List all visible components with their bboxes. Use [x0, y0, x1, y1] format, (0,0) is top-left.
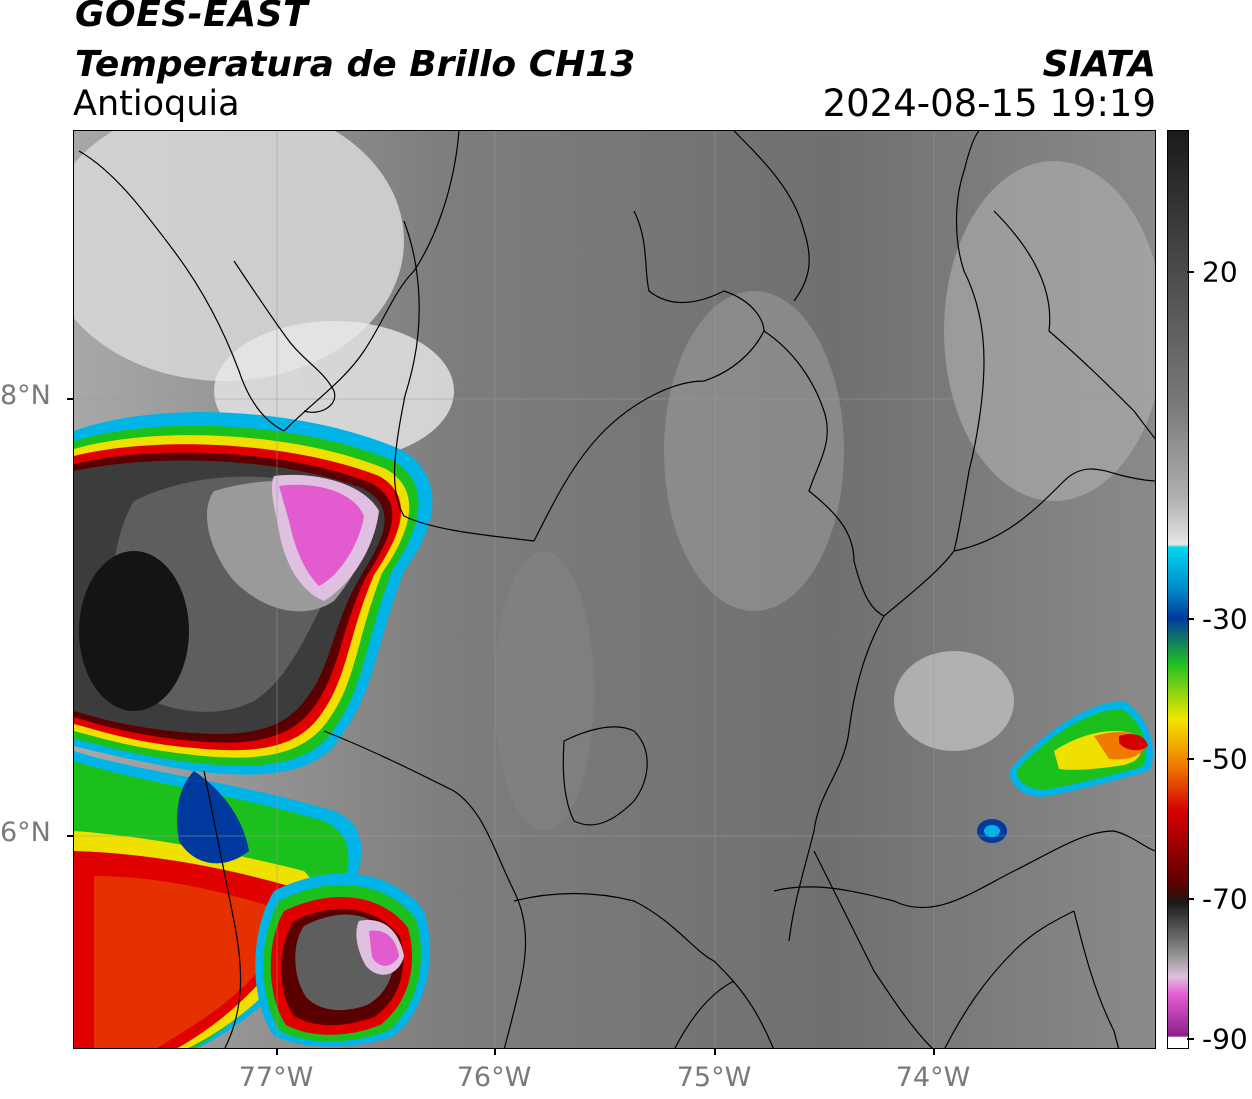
colorbar-label-neg90: -90 [1202, 1022, 1248, 1056]
colorbar [1167, 130, 1189, 1049]
agency-label: SIATA [1042, 44, 1156, 85]
lat-tick-6 [67, 835, 73, 837]
colorbar-label-neg70: -70 [1202, 882, 1248, 916]
lon-label-74w: 74°W [895, 1062, 971, 1093]
lon-label-76w: 76°W [456, 1062, 532, 1093]
lon-tick-74 [933, 1049, 935, 1055]
satellite-title: GOES-EAST [75, 0, 309, 35]
lon-tick-76 [494, 1049, 496, 1055]
lon-tick-75 [714, 1049, 716, 1055]
colorbar-tick-neg90 [1187, 1038, 1194, 1040]
datetime-label: 2024-08-15 19:19 [822, 82, 1156, 125]
satellite-map [73, 130, 1156, 1049]
colorbar-label-neg30: -30 [1202, 602, 1248, 636]
colorbar-label-neg50: -50 [1202, 742, 1248, 776]
lon-label-75w: 75°W [676, 1062, 752, 1093]
colorbar-tick-20 [1187, 271, 1194, 273]
lat-tick-8 [67, 398, 73, 400]
colorbar-label-20: 20 [1202, 255, 1238, 289]
colorbar-tick-neg30 [1187, 618, 1194, 620]
product-title: Temperatura de Brillo CH13 [75, 44, 636, 85]
lon-label-77w: 77°W [238, 1062, 314, 1093]
lat-label-8n: 8°N [0, 380, 51, 411]
region-label: Antioquia [73, 84, 240, 124]
lat-label-6n: 6°N [0, 817, 51, 848]
colorbar-tick-neg50 [1187, 758, 1194, 760]
lon-tick-77 [276, 1049, 278, 1055]
colorbar-tick-neg70 [1187, 898, 1194, 900]
